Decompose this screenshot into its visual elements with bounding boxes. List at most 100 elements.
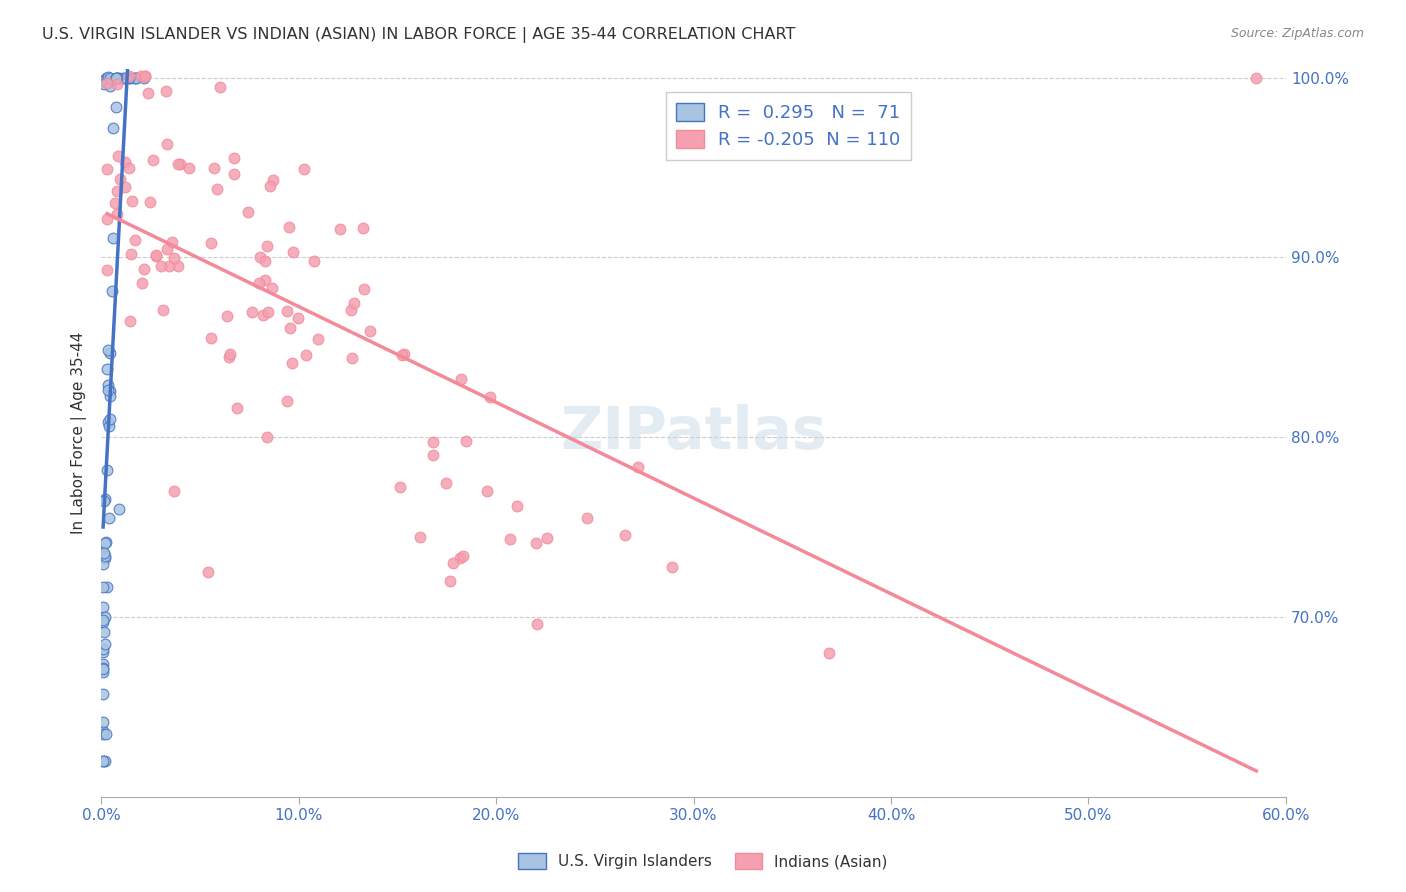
Point [281, 356, 304, 370]
Point [439, 574, 461, 588]
Point [343, 296, 366, 310]
Point [613, 528, 636, 542]
Point [179, 161, 201, 175]
Point [422, 434, 444, 449]
Point [477, 483, 499, 498]
Point [152, 302, 174, 317]
Point [98, 79, 121, 94]
Point [94, 754, 117, 768]
Point [97, 418, 120, 433]
Point [96, 71, 118, 86]
Point [150, 259, 173, 273]
Point [105, 77, 128, 91]
Point [157, 259, 180, 273]
Point [353, 282, 375, 296]
Point [162, 483, 184, 498]
Point [91, 662, 114, 676]
Point [294, 348, 316, 362]
Point [112, 70, 135, 85]
Point [131, 276, 153, 290]
Point [120, 313, 142, 327]
Point [139, 195, 162, 210]
Point [281, 244, 304, 259]
Point [256, 430, 278, 444]
Point [101, 72, 124, 87]
Point [136, 86, 159, 100]
Point [105, 70, 128, 85]
Point [262, 173, 284, 187]
Point [107, 70, 129, 85]
Point [91, 657, 114, 672]
Point [96, 70, 118, 85]
Point [93, 78, 115, 92]
Point [118, 70, 141, 85]
Point [93, 546, 115, 560]
Point [215, 310, 238, 324]
Point [107, 70, 129, 85]
Point [96, 463, 118, 477]
Point [101, 284, 124, 298]
Point [155, 136, 177, 151]
Point [627, 459, 650, 474]
Text: Source: ZipAtlas.com: Source: ZipAtlas.com [1230, 27, 1364, 40]
Point [91, 723, 114, 738]
Point [479, 390, 502, 404]
Point [105, 207, 128, 221]
Point [93, 625, 115, 640]
Point [97, 343, 120, 357]
Point [91, 714, 114, 729]
Point [218, 350, 240, 364]
Point [96, 263, 118, 277]
Point [98, 346, 121, 360]
Point [451, 549, 474, 563]
Point [238, 205, 260, 219]
Point [392, 347, 415, 361]
Point [202, 161, 225, 175]
Point [107, 148, 129, 162]
Point [114, 154, 136, 169]
Point [96, 162, 118, 177]
Point [91, 665, 114, 680]
Point [98, 411, 121, 425]
Point [134, 69, 156, 83]
Point [287, 311, 309, 326]
Y-axis label: In Labor Force | Age 35-44: In Labor Force | Age 35-44 [72, 332, 87, 533]
Point [222, 167, 245, 181]
Point [253, 273, 276, 287]
Point [91, 613, 114, 627]
Point [167, 259, 190, 273]
Point [103, 231, 125, 245]
Point [93, 599, 115, 614]
Point [155, 84, 177, 98]
Point [98, 389, 121, 403]
Point [105, 70, 128, 85]
Point [91, 727, 114, 741]
Point [97, 383, 120, 397]
Point [352, 221, 374, 235]
Point [120, 247, 142, 261]
Point [163, 251, 186, 265]
Point [101, 73, 124, 87]
Point [132, 70, 155, 85]
Point [526, 617, 548, 632]
Point [209, 80, 232, 95]
Point [115, 70, 138, 85]
Point [104, 100, 127, 114]
Point [340, 303, 363, 318]
Point [391, 348, 413, 362]
Point [278, 219, 301, 234]
Point [218, 347, 240, 361]
Point [104, 70, 127, 85]
Point [93, 491, 115, 506]
Point [156, 242, 179, 256]
Point [124, 70, 146, 85]
Point [91, 754, 114, 768]
Point [118, 69, 141, 83]
Point [434, 475, 457, 490]
Point [197, 565, 219, 579]
Point [226, 401, 249, 415]
Point [252, 308, 274, 322]
Point [97, 511, 120, 525]
Point [253, 253, 276, 268]
Point [205, 182, 228, 196]
